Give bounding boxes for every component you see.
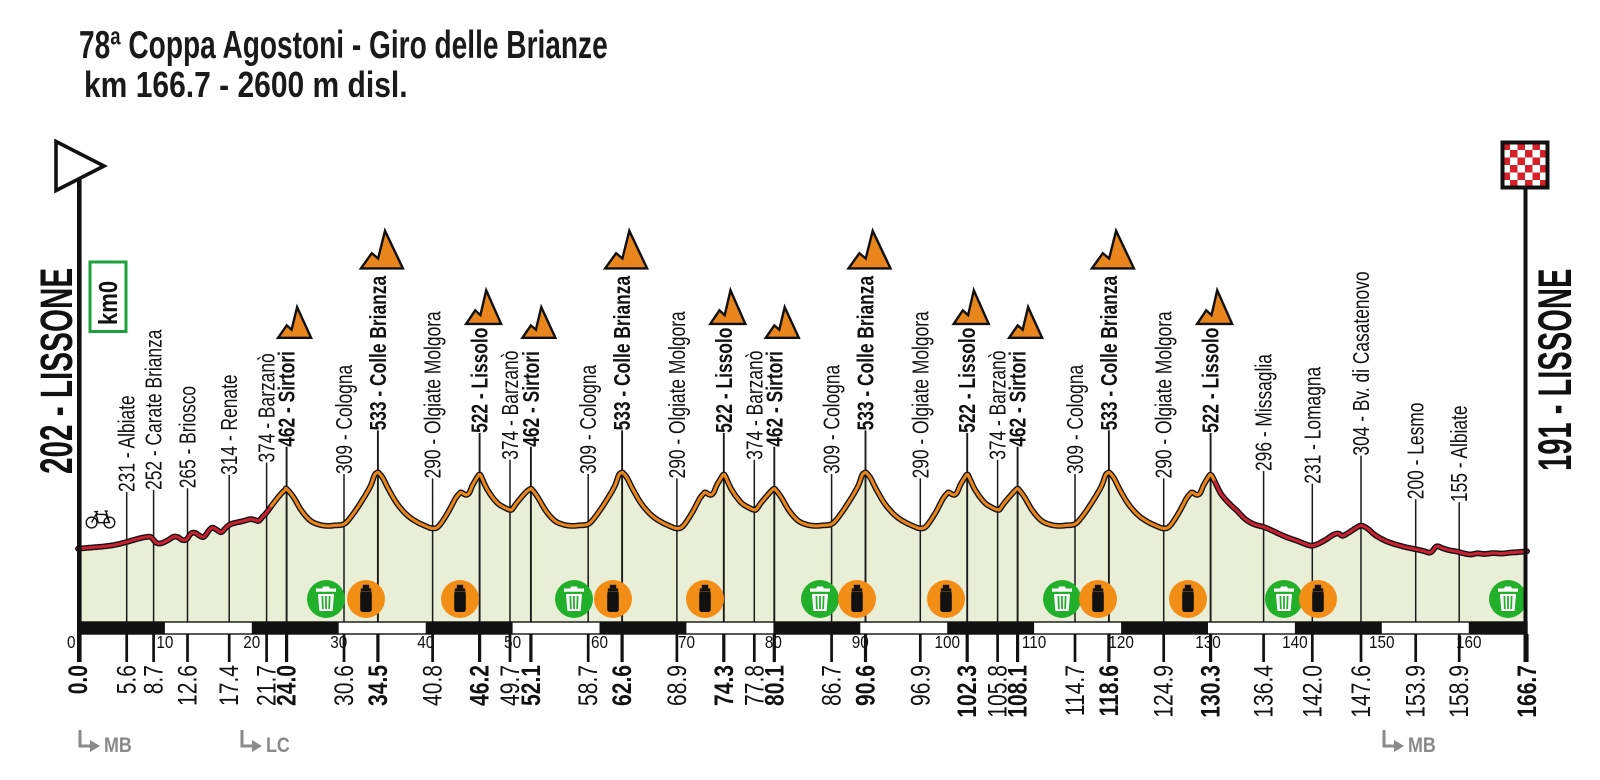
svg-text:231 - Albiate: 231 - Albiate	[114, 395, 140, 492]
svg-text:50: 50	[504, 632, 521, 652]
svg-text:374 - Barzanò: 374 - Barzanò	[742, 351, 768, 460]
svg-text:155 - Albiate: 155 - Albiate	[1447, 405, 1473, 502]
svg-text:191 - LISSONE: 191 - LISSONE	[1530, 269, 1582, 471]
svg-text:153.9: 153.9	[1401, 665, 1431, 718]
svg-text:40: 40	[417, 632, 434, 652]
svg-text:49.7: 49.7	[496, 665, 526, 706]
svg-text:108.1: 108.1	[1003, 665, 1033, 718]
svg-text:290 - Olgiate Molgora: 290 - Olgiate Molgora	[908, 311, 934, 479]
svg-text:77.8: 77.8	[740, 665, 770, 706]
svg-text:314 - Renate: 314 - Renate	[217, 374, 243, 474]
svg-text:160: 160	[1456, 632, 1482, 652]
svg-text:60: 60	[591, 632, 608, 652]
svg-text:130.3: 130.3	[1196, 665, 1226, 718]
svg-text:86.7: 86.7	[817, 665, 847, 706]
svg-text:309 - Cologna: 309 - Cologna	[332, 364, 358, 474]
svg-text:290 - Olgiate Molgora: 290 - Olgiate Molgora	[664, 311, 690, 479]
svg-text:290 - Olgiate Molgora: 290 - Olgiate Molgora	[420, 311, 446, 479]
svg-text:30.6: 30.6	[330, 665, 360, 706]
svg-text:265 - Briosco: 265 - Briosco	[175, 386, 201, 488]
svg-text:522 - Lissolo: 522 - Lissolo	[1198, 328, 1224, 433]
svg-text:147.6: 147.6	[1347, 665, 1377, 718]
svg-text:309 - Cologna: 309 - Cologna	[576, 364, 602, 474]
svg-text:140: 140	[1282, 632, 1308, 652]
svg-text:533 - Colle Brianza: 533 - Colle Brianza	[610, 275, 636, 430]
svg-text:24.0: 24.0	[272, 665, 302, 706]
svg-text:20: 20	[243, 632, 260, 652]
svg-text:120: 120	[1108, 632, 1134, 652]
svg-text:102.3: 102.3	[953, 665, 983, 718]
svg-text:km 166.7 - 2600 m disl.: km 166.7 - 2600 m disl.	[84, 66, 408, 106]
svg-text:km0: km0	[94, 281, 123, 325]
svg-text:374 - Barzanò: 374 - Barzanò	[985, 351, 1011, 460]
svg-text:462 - Sirtori: 462 - Sirtori	[762, 351, 788, 447]
svg-text:46.2: 46.2	[465, 665, 495, 706]
svg-text:533 - Colle Brianza: 533 - Colle Brianza	[853, 275, 879, 430]
svg-text:252 - Carate Brianza: 252 - Carate Brianza	[141, 329, 167, 490]
svg-text:0.0: 0.0	[64, 665, 94, 694]
svg-text:21.7: 21.7	[252, 665, 282, 706]
svg-text:166.7: 166.7	[1513, 665, 1543, 718]
svg-text:52.1: 52.1	[516, 665, 546, 706]
svg-text:309 - Cologna: 309 - Cologna	[1063, 364, 1089, 474]
svg-text:462 - Sirtori: 462 - Sirtori	[274, 351, 300, 447]
svg-text:12.6: 12.6	[173, 665, 203, 706]
svg-text:290 - Olgiate Molgora: 290 - Olgiate Molgora	[1151, 311, 1177, 479]
svg-text:62.6: 62.6	[608, 665, 638, 706]
svg-text:5.6: 5.6	[112, 665, 142, 694]
svg-text:522 - Lissolo: 522 - Lissolo	[711, 328, 737, 433]
svg-text:78ª Coppa Agostoni - Giro dell: 78ª Coppa Agostoni - Giro delle Brianze	[79, 24, 608, 68]
svg-text:374 - Barzanò: 374 - Barzanò	[498, 351, 524, 460]
svg-text:MB: MB	[1408, 734, 1436, 758]
svg-text:462 - Sirtori: 462 - Sirtori	[518, 351, 544, 447]
svg-text:150: 150	[1369, 632, 1395, 652]
svg-text:105.8: 105.8	[983, 665, 1013, 718]
svg-text:LC: LC	[266, 734, 290, 758]
svg-text:70: 70	[678, 632, 695, 652]
svg-text:17.4: 17.4	[215, 665, 245, 706]
svg-text:231 - Lomagna: 231 - Lomagna	[1300, 366, 1326, 483]
svg-text:533 - Colle Brianza: 533 - Colle Brianza	[1096, 275, 1122, 430]
svg-text:296 - Missaglia: 296 - Missaglia	[1251, 354, 1277, 471]
svg-text:158.9: 158.9	[1445, 665, 1475, 718]
svg-text:0: 0	[67, 632, 76, 652]
svg-text:58.7: 58.7	[574, 665, 604, 706]
svg-text:304 - Bv. di Casatenovo: 304 - Bv. di Casatenovo	[1349, 271, 1375, 455]
svg-text:522 - Lissolo: 522 - Lissolo	[955, 328, 981, 433]
svg-text:10: 10	[156, 632, 173, 652]
svg-text:202 - LISSONE: 202 - LISSONE	[32, 268, 83, 474]
svg-text:136.4: 136.4	[1249, 665, 1279, 718]
svg-text:142.0: 142.0	[1298, 665, 1328, 718]
svg-text:100: 100	[934, 632, 960, 652]
svg-text:533 - Colle Brianza: 533 - Colle Brianza	[365, 275, 391, 430]
svg-text:130: 130	[1195, 632, 1221, 652]
svg-text:374 - Barzanò: 374 - Barzanò	[254, 353, 280, 462]
svg-text:90.6: 90.6	[851, 665, 881, 706]
svg-text:118.6: 118.6	[1094, 665, 1124, 717]
svg-text:MB: MB	[104, 734, 132, 758]
svg-text:40.8: 40.8	[418, 665, 448, 706]
svg-text:80.1: 80.1	[760, 665, 790, 706]
svg-text:74.3: 74.3	[709, 665, 739, 706]
svg-text:96.9: 96.9	[906, 665, 936, 706]
svg-text:124.9: 124.9	[1149, 665, 1179, 718]
svg-text:110: 110	[1022, 632, 1046, 652]
svg-text:114.7: 114.7	[1061, 665, 1091, 716]
svg-text:522 - Lissolo: 522 - Lissolo	[467, 328, 493, 433]
svg-text:8.7: 8.7	[139, 665, 169, 694]
svg-text:309 - Cologna: 309 - Cologna	[819, 364, 845, 474]
svg-text:200 - Lesmo: 200 - Lesmo	[1403, 403, 1429, 500]
svg-text:68.9: 68.9	[662, 665, 692, 706]
svg-text:34.5: 34.5	[363, 665, 393, 706]
svg-text:462 - Sirtori: 462 - Sirtori	[1005, 351, 1031, 447]
